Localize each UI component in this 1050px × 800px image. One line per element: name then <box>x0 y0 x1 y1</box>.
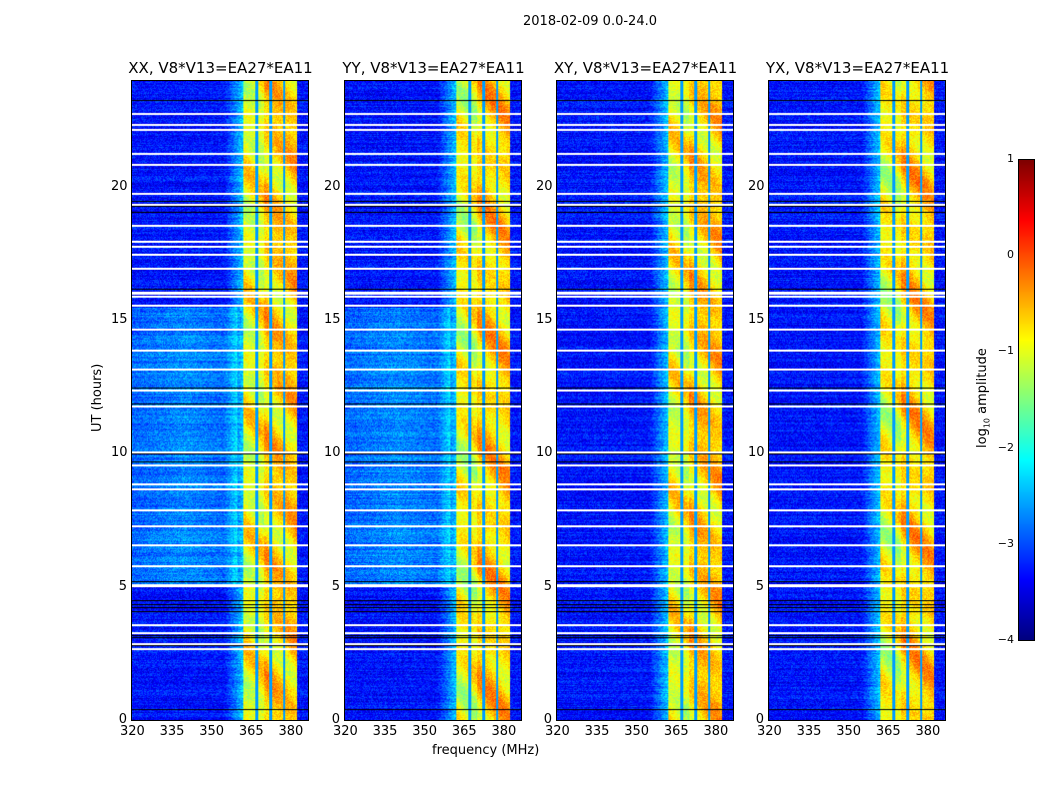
x-tick-label: 365 <box>451 724 477 739</box>
x-tick-label: 380 <box>491 724 517 739</box>
spectrogram-yy <box>344 80 522 721</box>
y-tick-label: 0 <box>543 712 552 727</box>
y-tick-label: 15 <box>111 312 128 327</box>
y-tick-label: 0 <box>118 712 127 727</box>
y-tick-label: 10 <box>324 445 341 461</box>
x-tick-label: 335 <box>796 724 822 739</box>
spectrogram-yx <box>768 80 946 721</box>
x-tick-label: 380 <box>915 724 941 739</box>
x-tick-label: 350 <box>199 724 225 739</box>
colorbar-label: log10 amplitude <box>975 348 992 448</box>
y-axis-label: UT (hours) <box>90 363 105 432</box>
y-tick-label: 5 <box>755 578 764 594</box>
x-tick-label: 350 <box>624 724 650 739</box>
colorbar-tick-label: −2 <box>997 440 1014 454</box>
x-tick-label: 335 <box>584 724 610 739</box>
y-tick-label: 5 <box>118 578 127 594</box>
colorbar-tick-label: 1 <box>1007 152 1014 165</box>
spectrogram-xx <box>131 80 309 721</box>
x-tick-label: 365 <box>663 724 689 739</box>
spectrogram-xy <box>556 80 734 721</box>
y-tick-label: 0 <box>755 712 764 727</box>
y-tick-label: 15 <box>748 312 765 327</box>
colorbar-tick-label: −4 <box>997 633 1014 646</box>
x-tick-label: 320 <box>757 724 782 739</box>
x-tick-label: 365 <box>875 724 901 739</box>
y-tick-label: 20 <box>536 178 553 194</box>
panel-title: XX, V8*V13=EA27*EA11 <box>128 59 313 77</box>
y-tick-label: 10 <box>748 445 765 461</box>
x-tick-label: 320 <box>333 724 358 739</box>
panel-title: YX, V8*V13=EA27*EA11 <box>765 59 950 77</box>
x-tick-label: 350 <box>836 724 862 739</box>
y-tick-label: 20 <box>748 178 765 194</box>
x-tick-label: 320 <box>545 724 570 739</box>
y-tick-label: 5 <box>331 578 340 594</box>
x-tick-label: 380 <box>703 724 729 739</box>
y-tick-label: 10 <box>111 445 128 461</box>
panel-title: YY, V8*V13=EA27*EA11 <box>342 59 525 77</box>
colorbar-tick-label: −3 <box>997 536 1014 550</box>
figure-title: 2018-02-09 0.0-24.0 <box>523 14 657 29</box>
colorbar-tick-label: −1 <box>997 344 1014 358</box>
x-axis-label: frequency (MHz) <box>432 743 540 758</box>
x-tick-label: 380 <box>278 724 304 739</box>
colorbar <box>1018 159 1035 641</box>
y-tick-label: 15 <box>324 312 341 327</box>
x-tick-label: 350 <box>412 724 438 739</box>
x-tick-label: 320 <box>120 724 145 739</box>
y-tick-label: 0 <box>331 712 340 727</box>
x-tick-label: 335 <box>159 724 185 739</box>
y-tick-label: 20 <box>111 178 128 194</box>
y-tick-label: 20 <box>324 178 341 194</box>
colorbar-tick-label: 0 <box>1007 248 1014 262</box>
panel-title: XY, V8*V13=EA27*EA11 <box>553 59 738 77</box>
y-tick-label: 15 <box>536 312 553 327</box>
x-tick-label: 365 <box>238 724 264 739</box>
x-tick-label: 335 <box>372 724 398 739</box>
y-tick-label: 5 <box>543 578 552 594</box>
y-tick-label: 10 <box>536 445 553 461</box>
